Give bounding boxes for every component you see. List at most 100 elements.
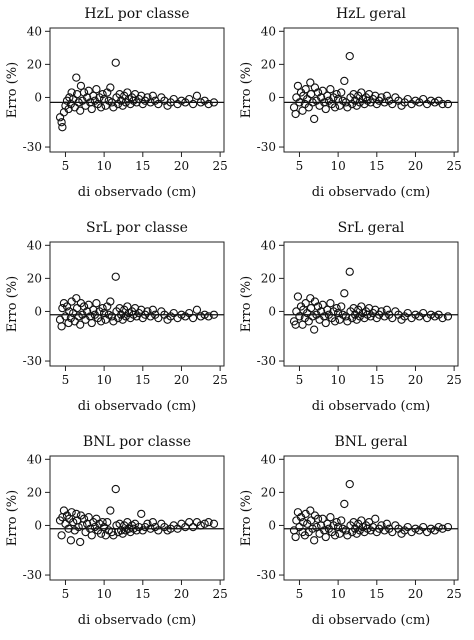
data-point <box>188 522 198 532</box>
x-tick-label: 25 <box>446 159 461 173</box>
x-tick-label: 10 <box>330 159 345 173</box>
data-point <box>291 532 300 542</box>
data-point <box>188 99 198 109</box>
data-point <box>148 91 158 100</box>
x-tick-label: 10 <box>96 373 111 387</box>
panel-3: SrL por classe -30 0 20 40 5 10 15 20 25 di observ… <box>5 220 228 414</box>
data-point <box>323 305 332 314</box>
data-point <box>337 302 346 311</box>
x-tick-label: 25 <box>212 159 227 173</box>
data-point <box>106 297 115 306</box>
data-point <box>111 58 120 67</box>
data-point <box>313 514 323 523</box>
data-point <box>92 85 101 94</box>
y-tick-label: -30 <box>23 568 42 582</box>
panel-title: HzL por classe <box>84 6 189 22</box>
data-point <box>200 519 209 528</box>
data-point <box>382 91 392 100</box>
y-tick-label: -30 <box>257 568 276 582</box>
panel-title: HzL geral <box>336 6 407 22</box>
x-tick-label: 15 <box>369 373 384 387</box>
data-point <box>434 522 443 532</box>
data-point <box>72 509 81 519</box>
x-axis-label: di observado (cm) <box>312 399 430 414</box>
x-tick-label: 20 <box>174 587 189 601</box>
x-tick-label: 15 <box>369 159 384 173</box>
x-tick-label: 15 <box>135 587 150 601</box>
data-point <box>332 89 341 99</box>
data-point <box>345 479 354 489</box>
panel-title: SrL geral <box>338 220 405 236</box>
data-point <box>326 85 335 94</box>
y-axis-label: Erro (%) <box>239 276 254 332</box>
y-tick-label: 40 <box>27 452 42 466</box>
x-tick-label: 5 <box>62 587 70 601</box>
data-point <box>55 315 65 324</box>
data-point <box>58 303 67 313</box>
y-tick-label: 40 <box>261 238 276 252</box>
y-tick-label: 0 <box>268 518 276 532</box>
data-point <box>84 513 93 522</box>
data-point <box>340 76 349 86</box>
x-axis-label: di observado (cm) <box>78 399 196 414</box>
data-point <box>341 526 351 535</box>
data-point <box>76 106 85 115</box>
panel-4: SrL geral -30 0 20 40 5 10 15 20 25 di observado (… <box>239 220 462 414</box>
data-point <box>64 104 73 114</box>
y-axis-label: Erro (%) <box>239 62 254 118</box>
data-point <box>318 86 327 95</box>
data-point <box>301 85 310 94</box>
y-tick-label: 40 <box>261 24 276 38</box>
x-tick-label: 10 <box>96 159 111 173</box>
x-tick-label: 25 <box>212 373 227 387</box>
data-point <box>301 299 310 308</box>
data-point <box>306 78 315 87</box>
data-point <box>306 303 316 313</box>
x-tick-label: 5 <box>62 373 70 387</box>
data-point <box>72 73 81 82</box>
data-point <box>84 86 93 95</box>
data-point <box>188 313 198 323</box>
data-point <box>382 305 392 314</box>
x-tick-label: 15 <box>135 159 150 173</box>
data-point <box>98 517 107 527</box>
x-tick-label: 20 <box>174 373 189 387</box>
plot-frame <box>49 455 225 581</box>
data-point <box>55 113 65 122</box>
x-tick-label: 5 <box>296 373 304 387</box>
data-point <box>57 322 66 331</box>
data-point <box>137 509 146 519</box>
y-tick-label: 20 <box>261 485 276 499</box>
panel-1: HzL por classe -30 0 20 40 5 10 15 20 25 di observ… <box>5 6 228 200</box>
data-point <box>293 292 303 301</box>
data-point <box>310 114 319 124</box>
data-point <box>332 303 341 313</box>
data-point <box>340 289 349 298</box>
data-point <box>204 517 213 527</box>
data-point <box>87 318 96 328</box>
data-point <box>321 532 330 542</box>
data-point <box>92 299 101 308</box>
y-axis-label: Erro (%) <box>5 490 20 546</box>
data-point <box>310 325 319 334</box>
data-point <box>57 118 66 127</box>
plot-frame <box>49 241 225 367</box>
data-point <box>204 99 213 109</box>
panel-2: HzL geral -30 0 20 40 5 10 15 20 25 di observado (… <box>239 6 462 200</box>
data-point <box>67 508 76 517</box>
data-point <box>87 531 96 540</box>
x-tick-label: 25 <box>446 373 461 387</box>
data-point <box>185 517 194 527</box>
x-tick-label: 15 <box>369 587 384 601</box>
data-point <box>64 318 73 328</box>
data-point <box>106 506 115 515</box>
y-tick-label: -30 <box>257 354 276 368</box>
data-point <box>337 516 346 525</box>
data-point <box>57 531 66 540</box>
data-point <box>430 312 439 321</box>
y-tick-label: 20 <box>261 271 276 285</box>
data-point <box>411 96 420 105</box>
plot-frame <box>283 27 459 153</box>
y-tick-label: 0 <box>268 90 276 104</box>
